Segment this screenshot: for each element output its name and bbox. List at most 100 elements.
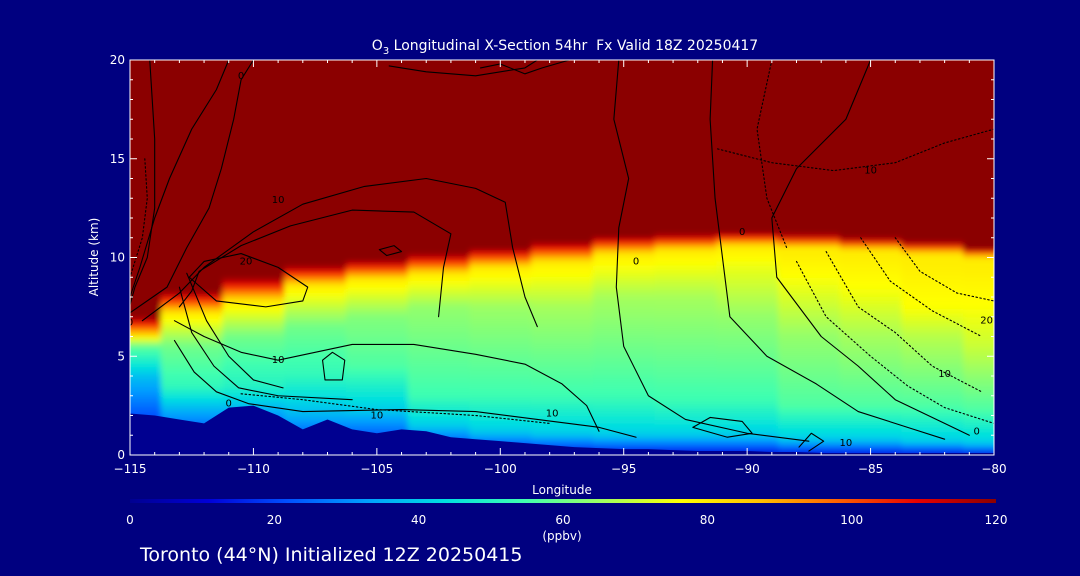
- heatmap-cell: [407, 379, 470, 385]
- heatmap-cell: [592, 111, 656, 116]
- heatmap-cell: [284, 237, 347, 243]
- heatmap-cell: [222, 300, 285, 306]
- heatmap-cell: [839, 186, 902, 191]
- heatmap-cell: [346, 158, 409, 164]
- heatmap-cell: [531, 265, 594, 270]
- heatmap-cell: [407, 63, 470, 69]
- heatmap-cell: [469, 206, 532, 211]
- heatmap-cell: [716, 277, 779, 282]
- heatmap-cell: [407, 320, 470, 326]
- heatmap-cell: [469, 162, 532, 168]
- heatmap-cell: [901, 131, 964, 136]
- heatmap-cell: [963, 300, 994, 306]
- heatmap-cell: [592, 379, 656, 385]
- heatmap-cell: [839, 166, 902, 172]
- heatmap-cell: [407, 170, 470, 176]
- heatmap-cell: [531, 391, 594, 397]
- heatmap-cell: [716, 83, 779, 89]
- heatmap-cell: [469, 285, 532, 290]
- heatmap-cell: [716, 379, 779, 385]
- heatmap-cell: [778, 190, 841, 195]
- heatmap-cell: [901, 443, 964, 448]
- heatmap-cell: [592, 376, 656, 381]
- heatmap-cell: [839, 210, 902, 215]
- heatmap-cell: [222, 297, 285, 302]
- heatmap-cell: [130, 285, 162, 290]
- heatmap-cell: [531, 431, 594, 436]
- heatmap-cell: [778, 142, 841, 148]
- heatmap-cell: [778, 379, 841, 385]
- ozone-contours: 0 10 20 10 0 10 0 0 10 0 10 10 10 20 0: [130, 60, 994, 452]
- heatmap-cell: [963, 202, 994, 207]
- heatmap-cell: [716, 190, 779, 195]
- heatmap-cell: [531, 237, 594, 243]
- heatmap-cell: [222, 387, 285, 393]
- heatmap-cell: [963, 348, 994, 353]
- heatmap-cell: [901, 218, 964, 223]
- heatmap-cell: [963, 107, 994, 112]
- heatmap-cell: [346, 261, 409, 266]
- heatmap-cell: [963, 344, 994, 349]
- heatmap-cell: [901, 304, 964, 310]
- heatmap-cell: [469, 115, 532, 120]
- heatmap-cell: [716, 269, 779, 274]
- heatmap-cell: [346, 395, 409, 401]
- heatmap-cell: [222, 103, 285, 108]
- heatmap-cell: [130, 221, 162, 227]
- heatmap-cell: [901, 348, 964, 353]
- heatmap-cell: [839, 340, 902, 345]
- heatmap-cell: [407, 344, 470, 349]
- x-tick-label: −90: [734, 462, 759, 476]
- heatmap-cell: [531, 123, 594, 128]
- heatmap-cell: [407, 131, 470, 136]
- heatmap-cell: [346, 139, 409, 144]
- chart-title: O3 Longitudinal X-Section 54hr Fx Valid …: [372, 38, 758, 57]
- colorbar-ticks: 0 20 40 60 80 100 120: [126, 513, 1007, 527]
- heatmap-cell: [130, 87, 162, 93]
- heatmap-cell: [160, 344, 224, 349]
- heatmap-cell: [654, 344, 717, 349]
- heatmap-cell: [407, 71, 470, 77]
- heatmap-cell: [654, 407, 717, 413]
- heatmap-cell: [407, 253, 470, 258]
- heatmap-cell: [130, 174, 162, 179]
- heatmap-cell: [963, 218, 994, 223]
- heatmap-cell: [346, 399, 409, 405]
- heatmap-cell: [160, 111, 224, 116]
- heatmap-cell: [778, 316, 841, 322]
- heatmap-cell: [222, 320, 285, 326]
- x-tick-label: −85: [858, 462, 883, 476]
- y-axis: 0 5 10 15 20: [110, 53, 994, 462]
- heatmap-cell: [130, 202, 162, 207]
- heatmap-cell: [407, 376, 470, 381]
- heatmap-cell: [407, 360, 470, 365]
- heatmap-cell: [901, 423, 964, 428]
- heatmap-cell: [407, 340, 470, 345]
- heatmap-cell: [284, 415, 347, 420]
- heatmap-cell: [469, 281, 532, 286]
- heatmap-cell: [284, 107, 347, 112]
- heatmap-cell: [222, 360, 285, 365]
- heatmap-cell: [469, 150, 532, 156]
- heatmap-cell: [716, 293, 779, 298]
- heatmap-cell: [284, 253, 347, 258]
- heatmap-cell: [130, 391, 162, 397]
- negative-contour-line: [716, 128, 994, 172]
- heatmap-cell: [222, 214, 285, 219]
- heatmap-cell: [222, 142, 285, 148]
- heatmap-cell: [130, 372, 162, 377]
- heatmap-cell: [963, 174, 994, 179]
- heatmap-cell: [469, 403, 532, 409]
- x-tick-label: −110: [237, 462, 270, 476]
- heatmap-cell: [778, 79, 841, 85]
- heatmap-cell: [130, 273, 162, 278]
- heatmap-cell: [407, 198, 470, 203]
- heatmap-cell: [222, 376, 285, 381]
- heatmap-cell: [839, 103, 902, 108]
- heatmap-cell: [716, 368, 779, 373]
- heatmap-cell: [407, 356, 470, 361]
- heatmap-cell: [654, 135, 717, 140]
- heatmap-cell: [284, 356, 347, 361]
- heatmap-cell: [839, 123, 902, 128]
- heatmap-cell: [716, 344, 779, 349]
